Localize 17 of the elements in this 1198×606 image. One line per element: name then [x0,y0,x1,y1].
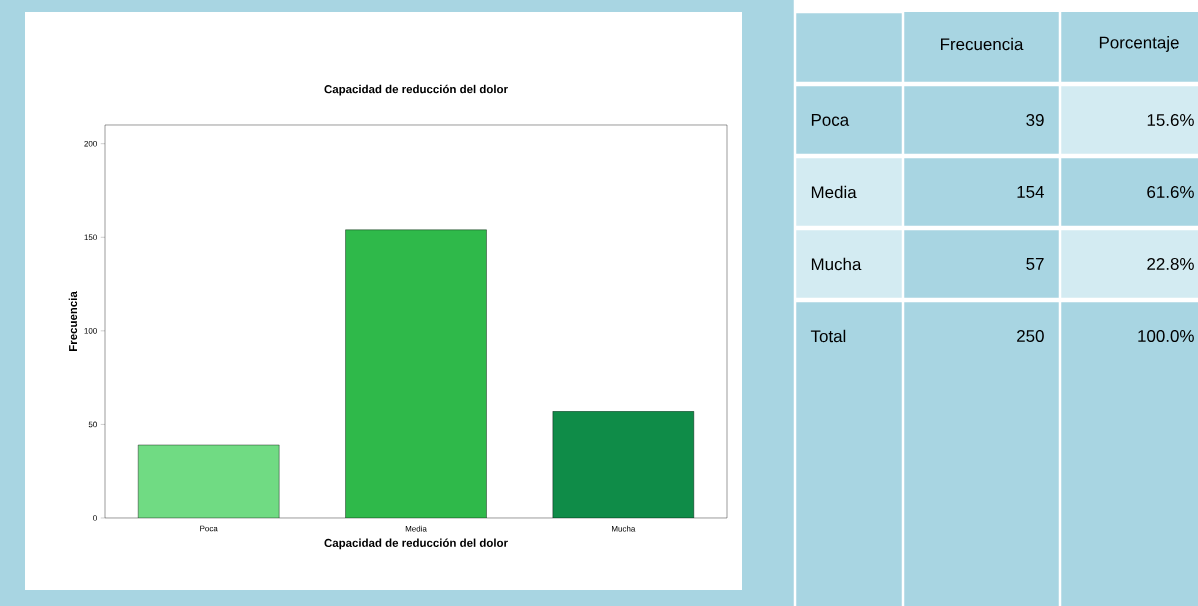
data-label: 22.8% [1147,257,1194,270]
category-label: Mucha [811,257,862,271]
data-label: 250 [1017,329,1044,342]
data-label: 61.6% [1147,185,1194,198]
data-label: 15.6% [1147,113,1194,126]
x-axis-title: Capacidad de reducción del dolor [324,538,508,550]
data-label: 154 [1017,186,1044,198]
data-label: 57 [1026,258,1044,270]
y-axis-title: Frecuencia [68,291,78,351]
category-label: Poca [811,114,850,126]
text: Frecuencia [941,37,1024,51]
data-label: 39 [1026,113,1044,126]
data-label: 100.0% [1138,329,1194,342]
text: Porcentaje [1099,36,1179,52]
chart-title: Capacidad de reducción del dolor [324,84,508,96]
category-label: Media [811,185,857,199]
category-label: Total [810,329,846,343]
